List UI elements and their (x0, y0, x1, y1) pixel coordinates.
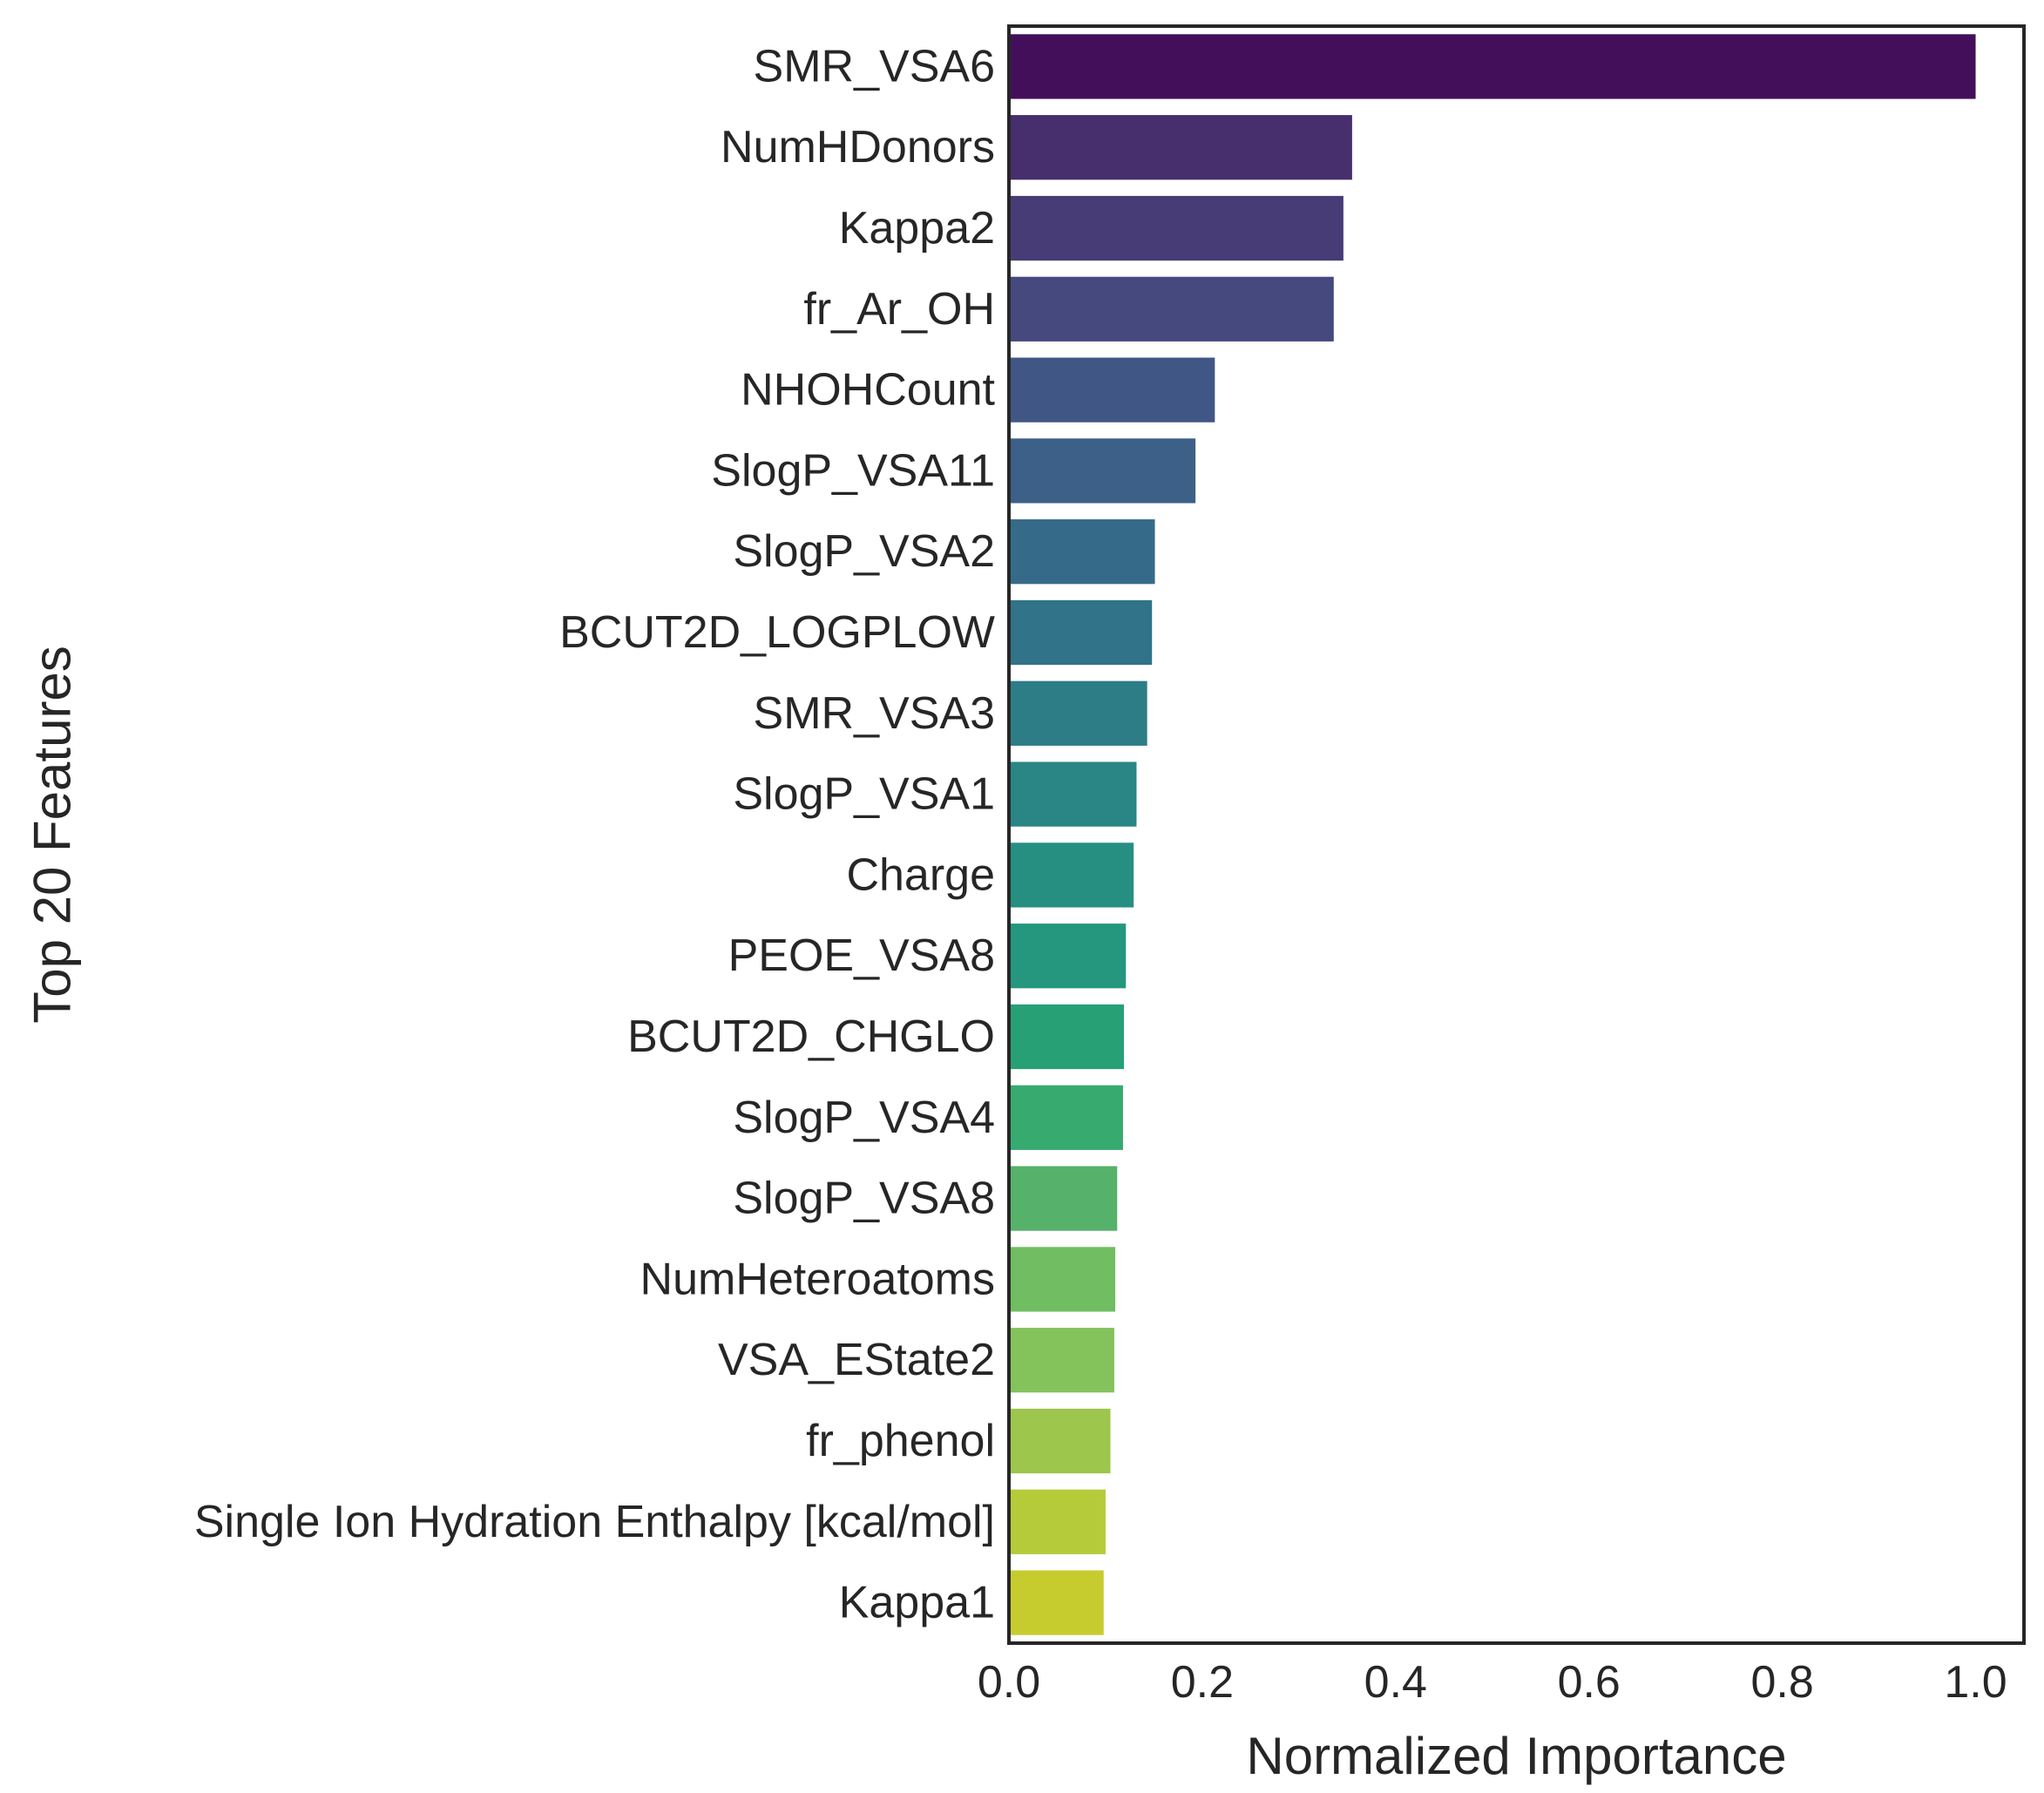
bar-18 (1009, 1489, 1106, 1554)
bar-8 (1009, 680, 1147, 746)
bar-9 (1009, 761, 1137, 827)
x-tick-label-4: 0.8 (1750, 1657, 1813, 1708)
category-label-6: SlogP_VSA2 (733, 526, 995, 577)
x-tick-label-3: 0.6 (1558, 1657, 1621, 1708)
bars-layer (1009, 34, 1976, 1635)
category-label-16: VSA_EState2 (718, 1335, 995, 1385)
category-label-7: BCUT2D_LOGPLOW (559, 607, 995, 658)
bar-19 (1009, 1570, 1104, 1635)
bar-3 (1009, 276, 1334, 342)
category-label-0: SMR_VSA6 (754, 41, 995, 91)
x-axis-ticks: 0.0 0.2 0.4 0.6 0.8 1.0 (978, 1657, 2007, 1708)
category-label-18: Single Ion Hydration Enthalpy [kcal/mol] (194, 1497, 995, 1547)
category-label-11: PEOE_VSA8 (728, 930, 995, 981)
category-label-13: SlogP_VSA4 (733, 1093, 995, 1143)
category-label-15: NumHeteroatoms (640, 1254, 995, 1304)
category-label-4: NHOHCount (741, 365, 995, 416)
bar-11 (1009, 924, 1127, 989)
category-label-2: Kappa2 (839, 203, 995, 254)
bar-5 (1009, 438, 1196, 504)
category-label-12: BCUT2D_CHGLO (627, 1012, 995, 1062)
bar-16 (1009, 1328, 1114, 1393)
category-label-3: fr_Ar_OH (803, 284, 995, 335)
bar-0 (1009, 34, 1976, 99)
category-label-10: Charge (846, 849, 995, 900)
bar-7 (1009, 599, 1153, 666)
bar-14 (1009, 1166, 1118, 1231)
x-tick-label-5: 1.0 (1944, 1657, 2007, 1708)
category-label-19: Kappa1 (839, 1578, 995, 1628)
y-axis-title: Top 20 Features (24, 646, 82, 1024)
bar-2 (1009, 195, 1343, 261)
bar-10 (1009, 842, 1134, 908)
bar-12 (1009, 1004, 1125, 1070)
x-tick-label-1: 0.2 (1171, 1657, 1234, 1708)
x-tick-label-0: 0.0 (978, 1657, 1040, 1708)
bar-15 (1009, 1247, 1116, 1312)
category-label-1: NumHDonors (721, 122, 995, 173)
category-labels: SMR_VSA6 NumHDonors Kappa2 fr_Ar_OH NHOHCoun… (194, 41, 996, 1627)
category-label-14: SlogP_VSA8 (733, 1174, 995, 1224)
category-label-8: SMR_VSA3 (754, 688, 995, 739)
x-tick-label-2: 0.4 (1364, 1657, 1427, 1708)
category-label-17: fr_phenol (806, 1416, 995, 1466)
category-label-9: SlogP_VSA1 (733, 769, 995, 820)
bar-17 (1009, 1408, 1111, 1474)
category-label-5: SlogP_VSA11 (711, 445, 995, 496)
bar-1 (1009, 115, 1352, 180)
x-axis-title: Normalized Importance (1246, 1727, 1786, 1785)
plot-frame (1007, 24, 2026, 1645)
bar-6 (1009, 519, 1155, 585)
bar-4 (1009, 357, 1215, 423)
bar-13 (1009, 1085, 1123, 1150)
